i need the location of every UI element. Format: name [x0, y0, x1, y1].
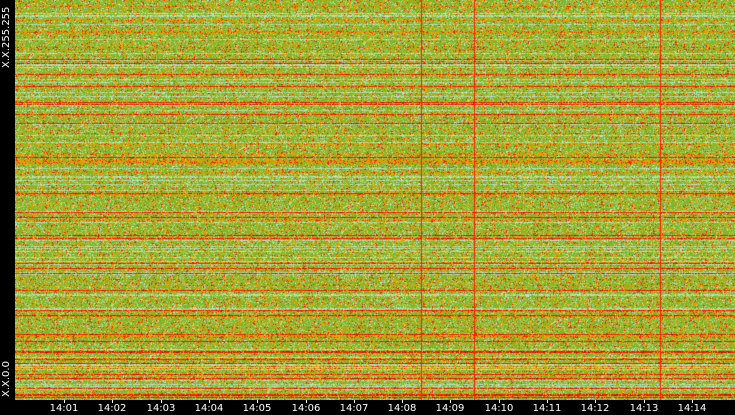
x-axis-tick — [450, 400, 451, 403]
x-axis-tick — [547, 400, 548, 403]
x-axis-tick — [692, 400, 693, 403]
x-axis-label: 14:13 — [629, 403, 659, 414]
x-axis-label: 14:05 — [242, 403, 272, 414]
x-axis-tick — [161, 400, 162, 403]
x-axis-tick — [499, 400, 500, 403]
x-axis-tick — [644, 400, 645, 403]
x-axis-tick — [209, 400, 210, 403]
x-axis-tick — [112, 400, 113, 403]
x-axis-label: 14:12 — [580, 403, 610, 414]
x-axis-label: 14:08 — [387, 403, 417, 414]
x-axis-label: 14:14 — [677, 403, 707, 414]
x-axis-tick — [595, 400, 596, 403]
traffic-heatmap — [15, 0, 735, 400]
y-axis: X.X.255.255 X.X.0.0 — [0, 0, 15, 400]
x-axis-label: 14:11 — [532, 403, 562, 414]
x-axis-label: 14:09 — [435, 403, 465, 414]
x-axis-tick — [306, 400, 307, 403]
x-axis-label: 14:04 — [194, 403, 224, 414]
x-axis-label: 14:03 — [146, 403, 176, 414]
x-axis: 14:01 14:02 14:03 14:04 14:05 14:06 14:07 14:08… — [0, 400, 735, 415]
heatmap-canvas — [15, 0, 735, 400]
x-axis-label: 14:06 — [291, 403, 321, 414]
x-axis-label: 14:07 — [339, 403, 369, 414]
x-axis-tick — [64, 400, 65, 403]
x-axis-label: 14:10 — [484, 403, 514, 414]
x-axis-tick — [354, 400, 355, 403]
x-axis-label: 14:02 — [97, 403, 127, 414]
y-axis-top-label: X.X.255.255 — [1, 6, 12, 68]
x-axis-label: 14:01 — [49, 403, 79, 414]
y-axis-bottom-label: X.X.0.0 — [1, 361, 12, 397]
x-axis-tick — [257, 400, 258, 403]
x-axis-tick — [402, 400, 403, 403]
